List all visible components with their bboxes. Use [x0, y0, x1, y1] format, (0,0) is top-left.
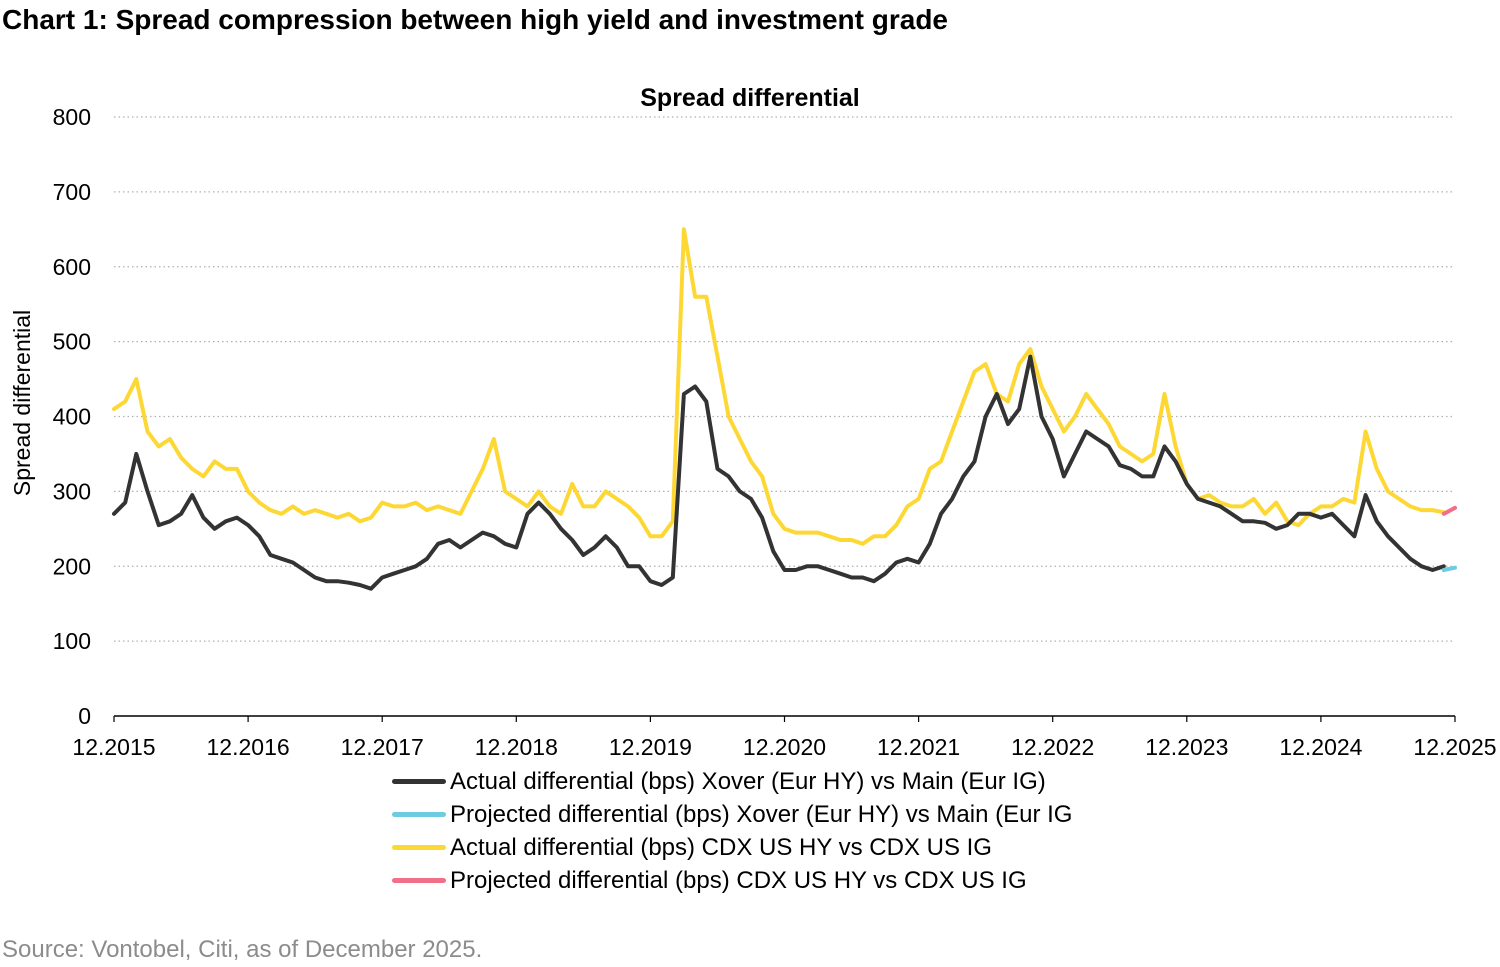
- series-line-1: [1441, 565, 1457, 572]
- y-tick-label: 0: [78, 703, 91, 729]
- x-tick-label: 12.2017: [341, 734, 424, 760]
- legend-label: Actual differential (bps) CDX US HY vs C…: [450, 833, 992, 861]
- x-tick-label: 12.2023: [1145, 734, 1228, 760]
- series-line-3: [1441, 505, 1457, 516]
- series-line-0: [112, 354, 1446, 591]
- x-tick-label: 12.2019: [609, 734, 692, 760]
- y-tick-label: 400: [53, 404, 91, 430]
- x-tick-label: 12.2025: [1413, 734, 1496, 760]
- y-tick-label: 700: [53, 179, 91, 205]
- x-tick-label: 12.2024: [1279, 734, 1362, 760]
- legend-swatch: [392, 878, 446, 883]
- legend-item: Projected differential (bps) CDX US HY v…: [392, 864, 1072, 897]
- legend-label: Actual differential (bps) Xover (Eur HY)…: [450, 767, 1046, 795]
- legend-label: Projected differential (bps) CDX US HY v…: [450, 866, 1027, 894]
- y-axis-label: Spread differential: [9, 310, 35, 496]
- legend-item: Actual differential (bps) CDX US HY vs C…: [392, 831, 1072, 864]
- chart-subtitle: Spread differential: [640, 84, 860, 112]
- x-tick-label: 12.2020: [743, 734, 826, 760]
- series-line-2: [112, 227, 1446, 546]
- legend-swatch: [392, 779, 446, 784]
- chart-title: Chart 1: Spread compression between high…: [2, 4, 948, 35]
- y-tick-label: 800: [53, 104, 91, 130]
- y-tick-label: 600: [53, 254, 91, 280]
- y-tick-label: 500: [53, 329, 91, 355]
- y-tick-label: 300: [53, 478, 91, 504]
- legend: Actual differential (bps) Xover (Eur HY)…: [392, 765, 1072, 897]
- y-tick-label: 200: [53, 553, 91, 579]
- x-tick-label: 12.2021: [877, 734, 960, 760]
- x-tick-label: 12.2022: [1011, 734, 1094, 760]
- legend-label: Projected differential (bps) Xover (Eur …: [450, 800, 1073, 828]
- legend-item: Actual differential (bps) Xover (Eur HY)…: [392, 765, 1072, 798]
- x-tick-label: 12.2018: [475, 734, 558, 760]
- legend-swatch: [392, 845, 446, 850]
- x-tick-label: 12.2015: [72, 734, 155, 760]
- x-tick-label: 12.2016: [207, 734, 290, 760]
- y-tick-label: 100: [53, 628, 91, 654]
- legend-item: Projected differential (bps) Xover (Eur …: [392, 798, 1072, 831]
- source-note: Source: Vontobel, Citi, as of December 2…: [2, 936, 483, 963]
- legend-swatch: [392, 812, 446, 817]
